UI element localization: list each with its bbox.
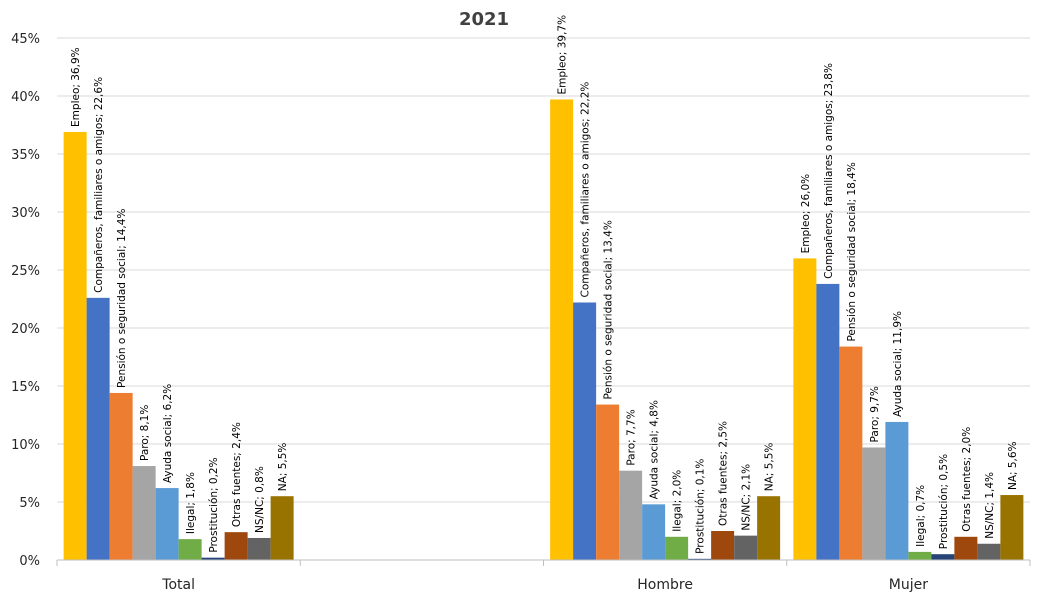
bar (688, 558, 712, 560)
data-label: Prostitución; 0,1% (695, 459, 707, 554)
y-axis-ticks: 0% 5% 10% 15% 20% 25% 30% 35% 40% 45% (11, 32, 40, 569)
data-label: Otras fuentes; 2,4% (231, 422, 243, 527)
bar (596, 404, 620, 560)
bar (224, 532, 248, 560)
bars (63, 99, 1024, 560)
bar (793, 258, 817, 560)
data-label: Ilegal; 0,7% (915, 485, 927, 547)
data-label: Pensión o seguridad social; 13,4% (603, 220, 615, 399)
data-label: NS/NC; 0,8% (254, 466, 266, 533)
data-label: Ilegal; 2,0% (672, 470, 684, 532)
bar (665, 536, 689, 560)
data-label: NS/NC; 2,1% (741, 464, 753, 531)
y-tick-label: 10% (11, 438, 40, 453)
data-label: NS/NC; 1,4% (984, 472, 996, 539)
bar (885, 421, 909, 560)
data-labels: Empleo; 36,9% Compañeros, familiares o am… (70, 15, 1019, 554)
bar (839, 346, 863, 560)
data-label: Paro; 7,7% (626, 409, 638, 465)
x-category-label: Total (161, 577, 195, 593)
data-label: Prostitución; 0,5% (938, 454, 950, 549)
bar (201, 557, 225, 560)
bar (63, 131, 87, 560)
data-label: NA; 5,5% (764, 443, 776, 492)
y-tick-label: 25% (11, 264, 40, 279)
y-tick-label: 45% (11, 32, 40, 47)
y-tick-label: 30% (11, 206, 40, 221)
data-label: Pensión o seguridad social; 14,4% (116, 209, 128, 388)
x-category-label: Hombre (637, 577, 693, 593)
data-label: NA; 5,5% (277, 443, 289, 492)
data-label: NA; 5,6% (1007, 441, 1019, 490)
bar (642, 504, 666, 560)
bar (270, 496, 294, 560)
data-label: Prostitución; 0,2% (208, 457, 220, 552)
data-label: Ayuda social; 11,9% (892, 311, 904, 417)
data-label: Empleo; 26,0% (800, 174, 812, 254)
bar (977, 543, 1001, 560)
y-tick-label: 35% (11, 148, 40, 163)
data-label: Pensión o seguridad social; 18,4% (846, 162, 858, 341)
x-category-label: Mujer (889, 577, 928, 593)
data-label: Paro; 9,7% (869, 386, 881, 442)
data-label: Empleo; 36,9% (70, 47, 82, 127)
bar (132, 466, 156, 560)
x-axis: Total Hombre Mujer (56, 559, 1031, 593)
bar (816, 283, 840, 560)
data-label: Ilegal; 1,8% (185, 472, 197, 534)
bar (86, 297, 110, 560)
bar (550, 99, 574, 560)
bar (573, 302, 597, 560)
bar (931, 554, 955, 560)
bar (757, 496, 781, 560)
bar (954, 536, 978, 560)
y-tick-label: 20% (11, 322, 40, 337)
bar (155, 488, 179, 560)
chart-title: 2021 (459, 9, 509, 30)
bar (908, 551, 932, 560)
bar (109, 392, 133, 560)
y-tick-label: 5% (19, 496, 40, 511)
bar (619, 470, 643, 560)
bar (734, 535, 758, 560)
bar (711, 531, 735, 560)
bar (178, 539, 202, 560)
y-tick-label: 0% (19, 554, 40, 569)
data-label: Ayuda social; 4,8% (649, 400, 661, 499)
data-label: Ayuda social; 6,2% (162, 384, 174, 483)
data-label: Empleo; 39,7% (557, 15, 569, 95)
bar (1000, 495, 1024, 560)
gridlines (57, 37, 1030, 503)
data-label: Paro; 8,1% (139, 405, 151, 461)
bar (862, 447, 886, 560)
data-label: Otras fuentes; 2,0% (961, 427, 973, 532)
data-label: Otras fuentes; 2,5% (718, 421, 730, 526)
bar (247, 537, 271, 560)
y-tick-label: 15% (11, 380, 40, 395)
y-tick-label: 40% (11, 90, 40, 105)
data-label: Compañeros, familiares o amigos; 22,6% (93, 77, 105, 293)
data-label: Compañeros, familiares o amigos; 23,8% (823, 63, 835, 279)
data-label: Compañeros, familiares o amigos; 22,2% (580, 82, 592, 298)
